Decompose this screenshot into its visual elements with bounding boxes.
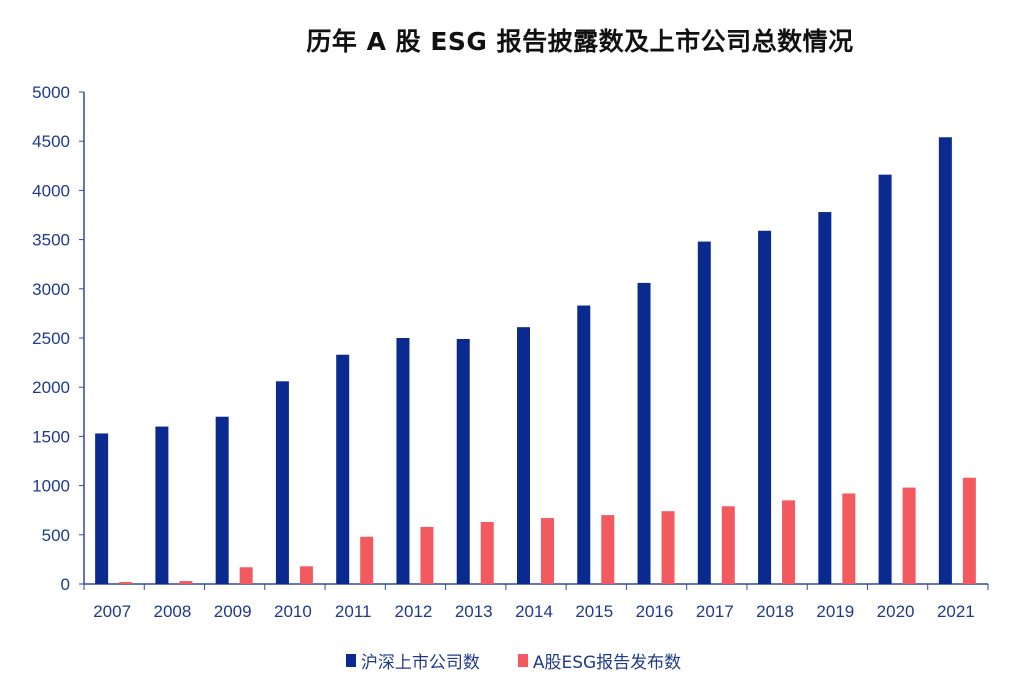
- bar-listed-companies: [336, 354, 350, 584]
- x-tick-label: 2010: [274, 602, 312, 621]
- y-tick-label: 1500: [32, 427, 70, 446]
- bar-listed-companies: [697, 241, 711, 584]
- bar-listed-companies: [396, 338, 410, 584]
- chart-title: 历年 A 股 ESG 报告披露数及上市公司总数情况: [306, 27, 854, 56]
- x-tick-label: 2018: [756, 602, 794, 621]
- y-tick-label: 500: [42, 526, 70, 545]
- bar-listed-companies: [95, 433, 109, 584]
- y-tick-label: 0: [61, 575, 70, 594]
- bar-listed-companies: [938, 137, 952, 584]
- y-tick-label: 3500: [32, 231, 70, 250]
- bar-esg-reports: [541, 518, 554, 584]
- bar-esg-reports: [782, 500, 796, 584]
- bar-listed-companies: [456, 338, 470, 584]
- bar-listed-companies: [577, 305, 591, 584]
- bar-esg-reports: [601, 515, 615, 584]
- bar-esg-reports: [962, 477, 976, 584]
- y-tick-label: 5000: [32, 83, 70, 102]
- y-tick-label: 3000: [32, 280, 70, 299]
- legend-swatch-esg-reports: [517, 654, 528, 667]
- x-tick-label: 2015: [575, 602, 613, 621]
- bar-listed-companies: [517, 327, 530, 584]
- x-tick-label: 2013: [455, 602, 493, 621]
- legend-label-listed-companies: 沪深上市公司数: [360, 653, 480, 673]
- legend-label-esg-reports: A股ESG报告发布数: [532, 653, 682, 673]
- bar-listed-companies: [275, 381, 289, 584]
- bar-listed-companies: [155, 426, 169, 584]
- bar-listed-companies: [878, 174, 892, 584]
- bar-esg-reports: [902, 487, 916, 584]
- bar-esg-reports: [239, 567, 253, 584]
- bar-listed-companies: [758, 230, 772, 584]
- x-tick-label: 2019: [816, 602, 854, 621]
- x-tick-label: 2007: [93, 602, 131, 621]
- x-tick-label: 2021: [937, 602, 975, 621]
- y-tick-label: 1000: [32, 477, 70, 496]
- bar-listed-companies: [215, 416, 229, 584]
- bar-listed-companies: [637, 282, 651, 584]
- legend-swatch-listed-companies: [345, 654, 356, 667]
- bar-esg-reports: [420, 526, 434, 584]
- legend-item-esg-reports: A股ESG报告发布数: [517, 648, 682, 673]
- bar-esg-reports: [179, 581, 193, 584]
- bar-esg-reports: [299, 566, 313, 584]
- bar-esg-reports: [480, 522, 494, 584]
- x-tick-label: 2016: [636, 602, 674, 621]
- legend-item-listed-companies: 沪深上市公司数: [345, 648, 480, 673]
- legend: 沪深上市公司数 A股ESG报告发布数: [0, 648, 1027, 673]
- y-tick-label: 4500: [32, 132, 70, 151]
- y-tick-label: 2500: [32, 329, 70, 348]
- bar-esg-reports: [360, 536, 374, 584]
- bar-esg-reports: [842, 493, 856, 584]
- x-tick-label: 2012: [395, 602, 433, 621]
- y-tick-label: 4000: [32, 181, 70, 200]
- x-tick-label: 2011: [335, 602, 372, 621]
- x-tick-label: 2009: [214, 602, 252, 621]
- bar-esg-reports: [119, 582, 133, 584]
- x-tick-label: 2008: [153, 602, 191, 621]
- bar-esg-reports: [661, 511, 675, 584]
- x-tick-label: 2020: [877, 602, 915, 621]
- x-tick-label: 2014: [515, 602, 553, 621]
- bar-esg-reports: [721, 506, 735, 584]
- x-tick-label: 2017: [696, 602, 734, 621]
- bar-listed-companies: [818, 212, 832, 584]
- y-tick-label: 2000: [32, 378, 70, 397]
